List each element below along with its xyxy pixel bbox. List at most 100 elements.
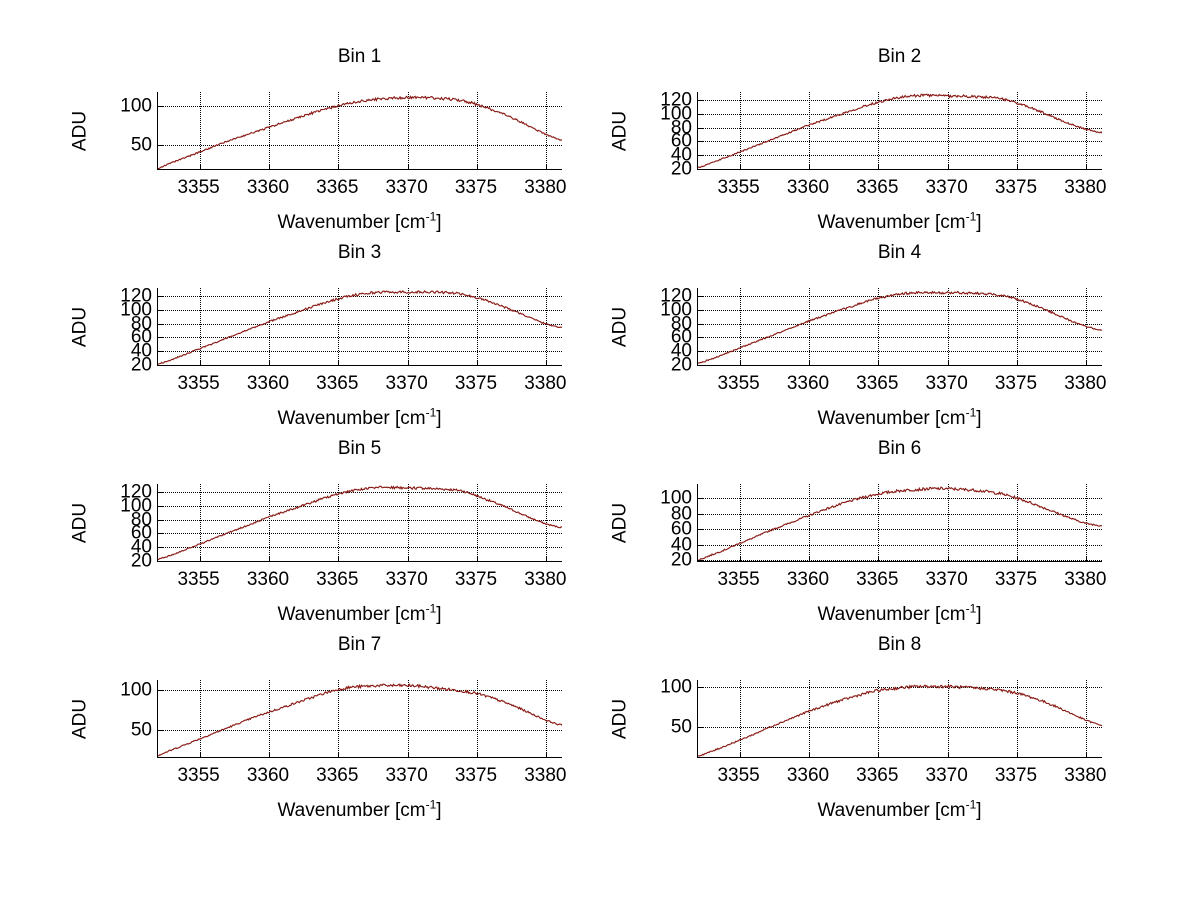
x-tick-label: 3380 [524, 177, 567, 198]
subplot-title: Bin 3 [337, 242, 382, 263]
y-tick-label: 100 [120, 299, 152, 321]
gridline-vertical [1017, 484, 1018, 561]
gridline-horizontal [698, 686, 1102, 688]
x-tick-label: 3375 [454, 373, 498, 394]
x-tick-mark [546, 556, 548, 561]
x-tick-mark [268, 556, 270, 561]
y-tick-mark [158, 145, 163, 147]
x-tick-mark [808, 164, 810, 169]
y-tick-mark [698, 323, 703, 325]
gridline-horizontal [698, 513, 1102, 515]
x-tick-mark [338, 164, 340, 169]
gridline-horizontal [698, 141, 1102, 143]
y-tick-mark [698, 727, 703, 729]
y-tick-mark [158, 690, 163, 692]
gridline-horizontal [698, 309, 1102, 311]
gridline-vertical [407, 680, 409, 757]
plot-area [157, 680, 562, 758]
y-tick-mark [158, 546, 163, 548]
x-tick-label: 3360 [786, 373, 830, 394]
x-axis-label-exponent: -1 [965, 797, 977, 812]
y-tick-label: 80 [670, 503, 692, 525]
series-polyline [158, 486, 562, 559]
x-axis-label-text: Wavenumber [cm [817, 212, 966, 233]
x-tick-label: 3370 [385, 765, 428, 786]
y-tick-mark [698, 309, 703, 311]
axes-inner [158, 484, 562, 561]
x-tick-mark [1086, 752, 1088, 757]
x-axis-label-text: Wavenumber [cm [277, 800, 426, 821]
gridline-vertical [1086, 92, 1088, 169]
series-polyline [698, 487, 1102, 560]
gridline-horizontal [158, 323, 562, 325]
y-axis-label: ADU [609, 502, 631, 544]
x-axis-label: Wavenumber [cm-1] [157, 603, 562, 626]
y-tick-mark [158, 505, 163, 507]
x-tick-mark [1086, 164, 1088, 169]
y-tick-mark [158, 309, 163, 311]
x-tick-mark [1086, 556, 1088, 561]
x-axis-label-bracket: ] [976, 408, 982, 429]
x-axis-label-exponent: -1 [965, 601, 977, 616]
series-polyline [158, 291, 562, 364]
data-curve [158, 288, 562, 365]
x-tick-mark [477, 752, 478, 757]
y-tick-mark [698, 498, 703, 500]
y-tick-label: 100 [660, 676, 692, 697]
x-tick-mark [808, 556, 810, 561]
gridline-vertical [739, 92, 741, 169]
x-axis-label-bracket: ] [436, 604, 442, 625]
y-tick-mark [698, 337, 703, 339]
gridline-horizontal [698, 337, 1102, 339]
gridline-vertical [407, 484, 409, 561]
y-tick-mark [158, 533, 163, 535]
gridline-vertical [546, 92, 548, 169]
series-polyline [158, 486, 562, 559]
x-tick-mark [199, 164, 201, 169]
x-tick-mark [199, 360, 201, 365]
subplot-title: Bin 1 [337, 46, 382, 67]
gridline-horizontal [698, 498, 1102, 500]
x-tick-label: 3360 [786, 177, 830, 198]
axes-inner [158, 680, 562, 757]
gridline-horizontal [698, 350, 1102, 352]
x-tick-label: 3355 [717, 177, 760, 198]
series-polyline [698, 685, 1102, 756]
x-tick-label: 3375 [994, 373, 1038, 394]
y-tick-mark [158, 106, 163, 108]
gridline-vertical [878, 288, 880, 365]
axes-inner [698, 680, 1102, 757]
gridline-vertical [808, 288, 810, 365]
x-tick-label: 3355 [177, 765, 220, 786]
gridline-vertical [808, 484, 810, 561]
y-tick-label: 60 [670, 326, 692, 348]
x-tick-label: 3365 [316, 177, 359, 198]
plot-area [697, 288, 1102, 366]
gridline-horizontal [158, 106, 562, 108]
plot-area [697, 680, 1102, 758]
x-tick-mark [1017, 164, 1018, 169]
x-axis-label: Wavenumber [cm-1] [697, 601, 1102, 626]
y-axis-label: ADU [69, 502, 91, 544]
x-tick-label: 3360 [786, 569, 830, 590]
x-tick-label: 3370 [385, 373, 428, 394]
x-axis-label: Wavenumber [cm-1] [697, 797, 1102, 822]
x-tick-mark [808, 360, 810, 365]
x-axis-label: Wavenumber [cm-1] [157, 211, 562, 234]
x-tick-label: 3375 [994, 569, 1038, 590]
x-tick-label: 3355 [177, 177, 220, 198]
x-tick-mark [407, 556, 409, 561]
y-tick-mark [698, 686, 703, 688]
x-tick-mark [808, 752, 810, 757]
x-tick-mark [739, 752, 741, 757]
series-polyline [698, 685, 1102, 756]
series-polyline [698, 94, 1102, 167]
y-tick-label: 80 [670, 117, 692, 139]
y-tick-mark [698, 364, 703, 366]
y-tick-mark [698, 513, 703, 515]
x-axis-label: Wavenumber [cm-1] [157, 799, 562, 822]
gridline-horizontal [698, 296, 1102, 298]
x-tick-mark [338, 556, 340, 561]
x-tick-mark [1017, 752, 1018, 757]
plot-area [157, 92, 562, 170]
